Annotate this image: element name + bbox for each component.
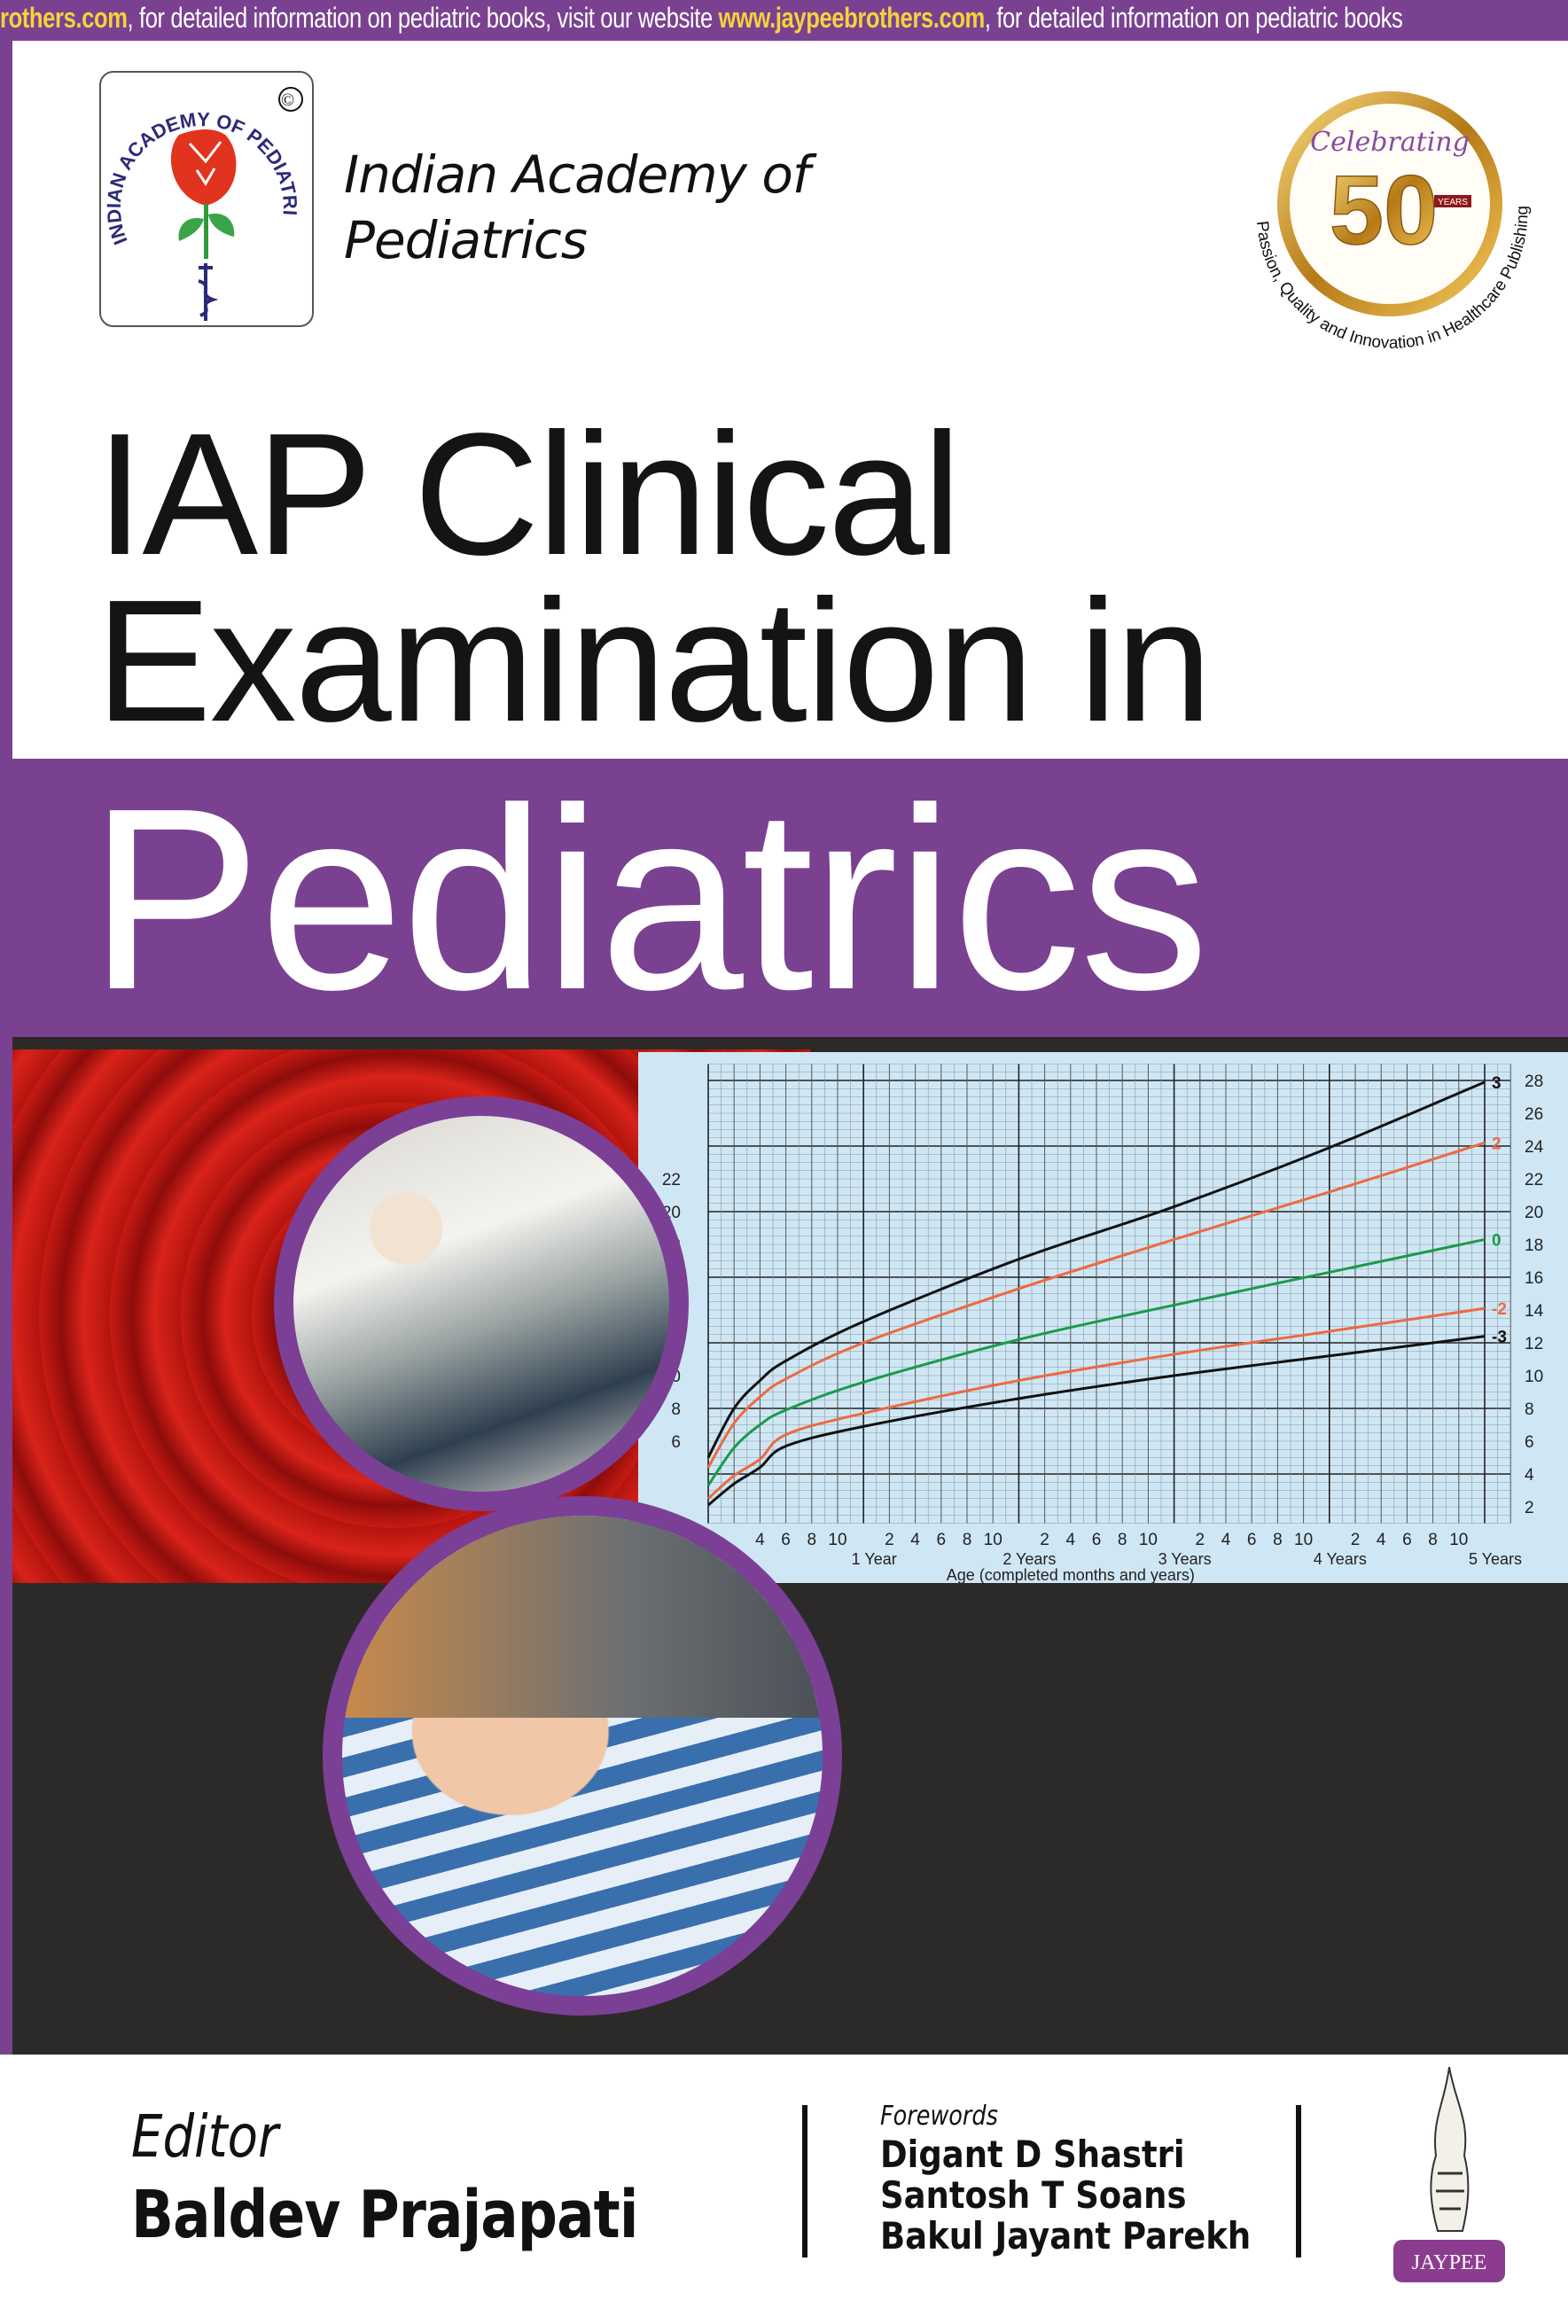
- z-score-label: 0: [1492, 1231, 1502, 1250]
- x-year-label: 1 Year: [852, 1550, 897, 1568]
- y-tick-label-right: 24: [1525, 1138, 1544, 1157]
- editor-label: Editor: [131, 2102, 279, 2171]
- z-score-curve: [706, 1141, 1486, 1469]
- website-banner: rothers.com, for detailed information on…: [0, 0, 1568, 41]
- badge-ribbon: YEARS: [1438, 198, 1468, 207]
- x-tick-label: 2: [1196, 1531, 1205, 1549]
- y-tick-label-right: 18: [1525, 1236, 1543, 1255]
- x-tick-label: 10: [1139, 1531, 1158, 1549]
- x-tick-label: 4: [910, 1531, 920, 1549]
- caduceus-icon: [198, 263, 219, 321]
- x-tick-label: 4: [1221, 1531, 1231, 1549]
- y-tick-label-right: 20: [1525, 1204, 1543, 1222]
- editor-name: Baldev Prajapati: [131, 2177, 638, 2253]
- x-year-label: 4 Years: [1314, 1550, 1367, 1568]
- x-year-label: 2 Years: [1002, 1550, 1056, 1568]
- x-tick-label: 2: [1351, 1531, 1361, 1549]
- y-tick-label-right: 16: [1525, 1269, 1543, 1288]
- x-tick-label: 6: [1402, 1531, 1412, 1549]
- credits-area: [0, 2055, 1568, 2324]
- book-title-line1: IAP Clinical: [96, 397, 962, 591]
- z-score-curve: [707, 1306, 1486, 1500]
- jaypee-logo-text: JAYPEE: [1412, 2251, 1486, 2274]
- banner-text-segment: , for detailed information on pediatric …: [984, 2, 1403, 34]
- x-tick-label: 6: [1092, 1531, 1102, 1549]
- bp-measurement-photo: [274, 1096, 689, 1511]
- y-tick-label-right: 22: [1525, 1171, 1543, 1189]
- x-tick-label: 4: [1377, 1531, 1386, 1549]
- forewords-label: Forewords: [880, 2101, 998, 2132]
- y-tick-label-right: 12: [1525, 1335, 1543, 1353]
- x-tick-label: 2: [1040, 1531, 1049, 1549]
- copyright-mark: ©: [281, 90, 294, 110]
- x-tick-label: 10: [828, 1531, 846, 1549]
- y-tick-label-left: 22: [662, 1171, 681, 1189]
- y-tick-label-right: 6: [1525, 1433, 1534, 1452]
- badge-script: Celebrating: [1310, 127, 1470, 158]
- divider: [802, 2105, 807, 2258]
- otoscope-exam-photo: [323, 1496, 842, 2016]
- x-tick-label: 10: [984, 1531, 1002, 1549]
- x-tick-label: 8: [1273, 1531, 1283, 1549]
- z-score-curve: [706, 1080, 1486, 1459]
- celebrating-50-years-badge: Celebrating 50 YEARS Passion, Quality an…: [1235, 89, 1542, 372]
- z-score-curve: [707, 1335, 1486, 1507]
- foreword-author: Digant D Shastri: [880, 2133, 1185, 2176]
- x-axis-label: Age (completed months and years): [947, 1566, 1195, 1583]
- banner-text: rothers.com, for detailed information on…: [0, 2, 1403, 35]
- title-band: [12, 759, 1568, 1037]
- divider: [1296, 2105, 1301, 2258]
- z-score-label: 3: [1492, 1074, 1502, 1093]
- jaypee-logo: JAYPEE: [1383, 2066, 1516, 2284]
- z-score-label: -3: [1492, 1329, 1507, 1347]
- x-tick-label: 4: [1066, 1531, 1076, 1549]
- banner-text-segment: , for detailed information on pediatric …: [127, 2, 719, 34]
- z-score-label: -2: [1492, 1300, 1507, 1319]
- banner-url-fragment[interactable]: rothers.com: [0, 2, 128, 34]
- y-tick-label-right: 2: [1525, 1499, 1534, 1517]
- y-tick-label-right: 8: [1525, 1400, 1534, 1419]
- growth-chart-svg: 6810121416182022246810121416182022242628…: [647, 1064, 1544, 1583]
- badge-number: 50: [1330, 156, 1438, 265]
- y-tick-label-right: 10: [1525, 1368, 1543, 1386]
- x-tick-label: 10: [1449, 1531, 1468, 1549]
- y-tick-label-right: 14: [1525, 1302, 1544, 1321]
- x-tick-label: 10: [1294, 1531, 1313, 1549]
- y-tick-label-right: 28: [1525, 1072, 1543, 1091]
- y-tick-label-left: 8: [671, 1400, 681, 1419]
- rose-icon: [170, 129, 237, 206]
- book-title-line2: Examination in: [96, 564, 1213, 758]
- x-tick-label: 6: [1247, 1531, 1257, 1549]
- foreword-author: Santosh T Soans: [880, 2173, 1187, 2217]
- org-name-line2: Pediatrics: [344, 210, 588, 270]
- y-tick-label-left: 6: [671, 1433, 681, 1452]
- torch-icon: [1430, 2066, 1470, 2232]
- y-tick-label-right: 4: [1525, 1466, 1534, 1485]
- z-score-label: 2: [1492, 1135, 1502, 1153]
- org-name-line1: Indian Academy of: [344, 144, 810, 205]
- foreword-author: Bakul Jayant Parekh: [880, 2214, 1252, 2258]
- x-tick-label: 8: [963, 1531, 972, 1549]
- x-year-label: 5 Years: [1469, 1550, 1522, 1568]
- organization-name: Indian Academy of Pediatrics: [344, 142, 810, 273]
- growth-chart: 6810121416182022246810121416182022242628…: [638, 1052, 1568, 1583]
- x-tick-label: 8: [1428, 1531, 1438, 1549]
- x-tick-label: 2: [885, 1531, 894, 1549]
- left-purple-strip: [0, 41, 12, 2055]
- y-tick-label-right: 26: [1525, 1105, 1543, 1124]
- book-title-line3: Pediatrics: [89, 754, 1209, 1043]
- x-tick-label: 8: [1118, 1531, 1127, 1549]
- x-year-label: 3 Years: [1158, 1550, 1212, 1568]
- z-score-curve: [706, 1237, 1486, 1486]
- banner-url[interactable]: www.jaypeebrothers.com: [718, 2, 986, 34]
- x-tick-label: 6: [937, 1531, 947, 1549]
- iap-logo: INDIAN ACADEMY OF PEDIATRICS ©: [94, 55, 314, 327]
